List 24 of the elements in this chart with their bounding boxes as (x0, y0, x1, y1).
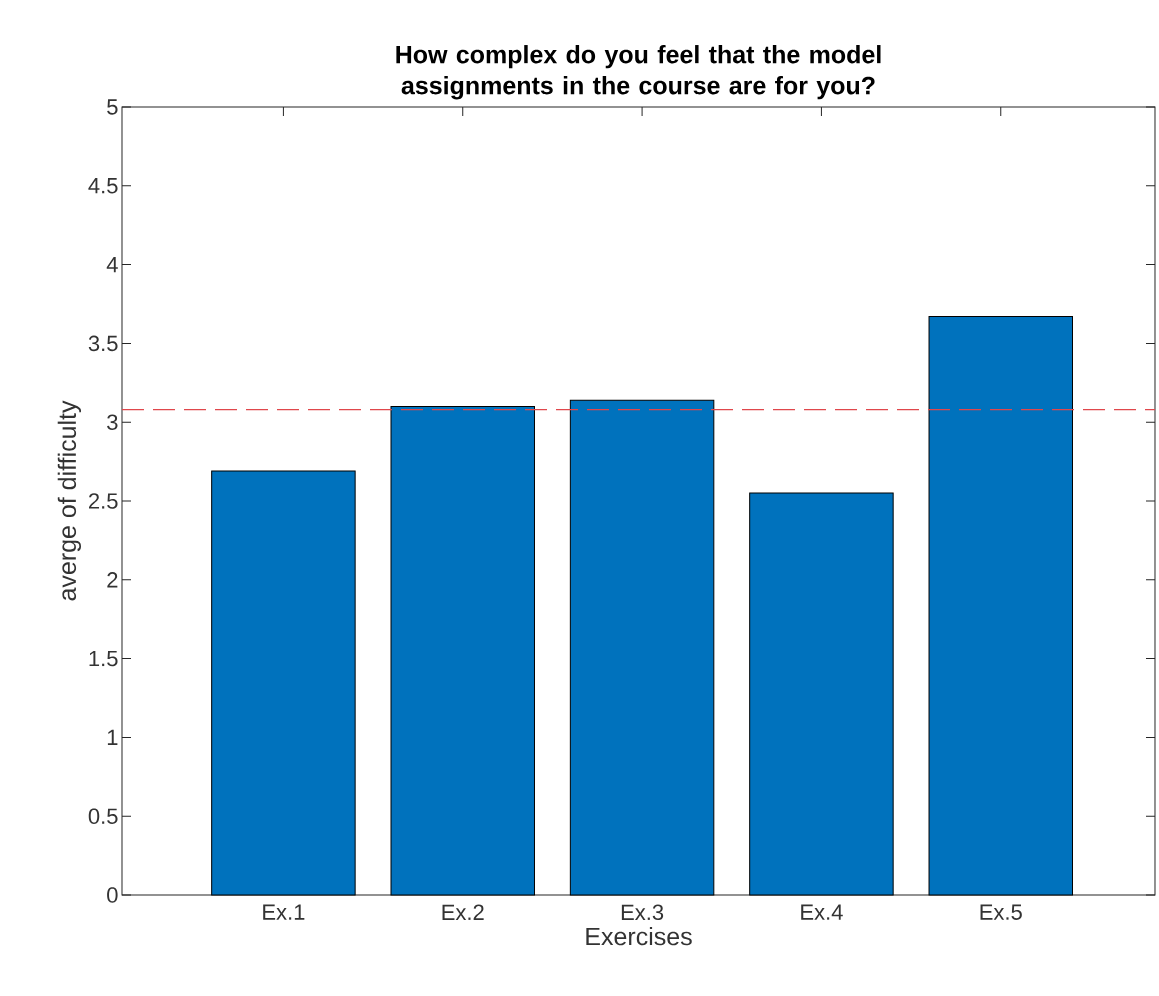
bar (749, 492, 894, 896)
y-tick-label: 0.5 (88, 808, 118, 824)
x-tick-label: Ex.4 (801, 904, 843, 920)
x-axis-title: Exercises (586, 926, 692, 946)
y-tick-label: 5 (107, 99, 118, 115)
x-tick-label: Ex.2 (442, 904, 484, 920)
y-tick-label: 1 (107, 729, 118, 745)
x-tick-label: Ex.3 (621, 904, 664, 921)
chart-title: How complex do you feel that the model assignments in the course are for you? (396, 45, 881, 100)
bar (928, 316, 1073, 896)
y-tick-label: 4 (106, 257, 118, 273)
y-tick-label: 2 (107, 572, 118, 588)
x-tick-label: Ex.5 (980, 904, 1022, 920)
y-tick-label: 2.5 (89, 493, 118, 509)
bar (390, 405, 535, 896)
y-tick-label: 4.5 (88, 178, 118, 194)
x-tick-label: Ex.1 (263, 904, 305, 920)
y-tick-label: 0 (107, 887, 118, 903)
y-tick-label: 1.5 (89, 650, 118, 667)
y-tick-label: 3 (107, 414, 118, 430)
bar (211, 470, 356, 896)
y-axis-title: averge of difficulty (57, 400, 82, 601)
bar (569, 399, 715, 896)
y-tick-label: 3.5 (88, 335, 118, 352)
